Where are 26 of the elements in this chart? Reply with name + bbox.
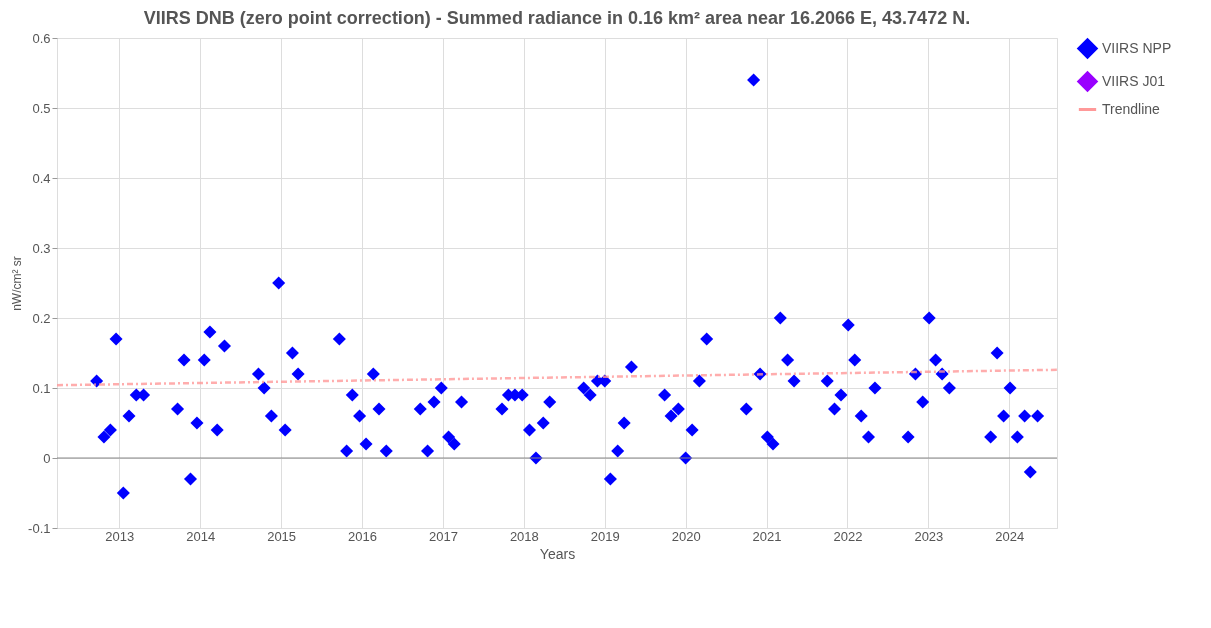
x-tick-label: 2016 <box>348 528 377 544</box>
y-axis-title: nW/cm² sr <box>10 256 25 311</box>
x-tick-label: 2020 <box>671 528 701 544</box>
y-tick-label: -0.1 <box>28 520 51 536</box>
y-tick-label: 0.6 <box>32 30 51 46</box>
legend-label: Trendline <box>1102 100 1161 117</box>
x-tick-label: 2022 <box>833 528 863 544</box>
x-tick-label: 2023 <box>914 528 944 544</box>
y-tick-label: 0.1 <box>32 380 51 396</box>
legend-label: VIIRS J01 <box>1102 72 1166 89</box>
y-tick-label: 0.2 <box>32 310 51 326</box>
x-tick-label: 2014 <box>186 528 216 544</box>
x-tick-label: 2013 <box>105 528 135 544</box>
y-tick-label: 0.4 <box>32 170 51 186</box>
y-tick-label: 0.5 <box>32 100 51 116</box>
x-tick-label: 2019 <box>590 528 620 544</box>
x-tick-label: 2015 <box>267 528 297 544</box>
x-tick-label: 2021 <box>752 528 782 544</box>
chart-title: VIIRS DNB (zero point correction) - Summed radiance in 0.16 km² area near 16.2066 E, 43.7472 N. <box>143 8 971 28</box>
legend-label: VIIRS NPP <box>1102 39 1172 56</box>
y-tick-label: 0.3 <box>32 240 51 256</box>
x-tick-label: 2018 <box>509 528 539 544</box>
x-axis-title: Years <box>539 545 576 562</box>
x-tick-label: 2024 <box>995 528 1025 544</box>
x-tick-label: 2017 <box>428 528 458 544</box>
y-tick-label: 0 <box>43 450 51 466</box>
